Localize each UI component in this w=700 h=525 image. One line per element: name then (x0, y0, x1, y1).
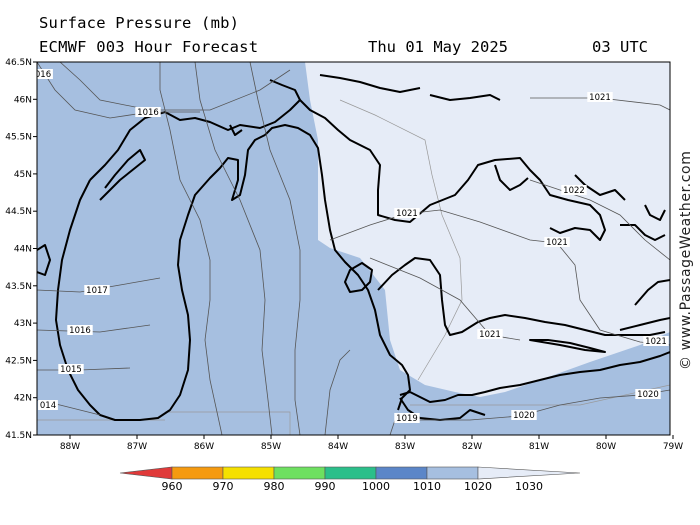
isobar-labels: 1016 1017 1016 1015 014 1019 1020 1020 1021 1022 1… (35, 69, 669, 424)
lon-tick-label: 82W (462, 442, 482, 452)
lon-tick-label: 87W (127, 442, 147, 452)
lon-tick-label: 85W (261, 442, 281, 452)
latitude-axis: 46.5N 46N 45.5N 45N 44.5N 44N 43.5N 43N 42.5N 42N… (5, 58, 37, 441)
legend-swatch (477, 466, 581, 480)
lat-tick-label: 45.5N (5, 133, 32, 143)
lat-tick-label: 42.5N (5, 356, 32, 366)
legend-swatch (222, 466, 275, 480)
lon-tick-label: 83W (395, 442, 415, 452)
isobar-label: 1021 (589, 93, 611, 103)
lon-tick-label: 86W (194, 442, 214, 452)
isobar-label-bg (394, 413, 420, 423)
legend-swatch (375, 466, 428, 480)
legend-value-label: 1010 (413, 480, 441, 493)
lat-tick-label: 43.5N (5, 282, 32, 292)
lon-tick-label: 79W (663, 442, 683, 452)
legend-swatch (119, 466, 173, 480)
pressure-legend: 960 970 980 990 1000 1010 1020 1030 (119, 466, 581, 493)
isobar-label: 1020 (513, 411, 535, 421)
isobar-label-bg (84, 285, 110, 295)
isobar-label-bg (561, 185, 587, 195)
isobar-label: 1022 (563, 186, 585, 196)
lat-tick-label: 44.5N (5, 207, 32, 217)
credit-text: © www.PassageWeather.com (678, 150, 694, 370)
isobar-label-bg (544, 237, 570, 247)
legend-value-label: 980 (264, 480, 285, 493)
isobar-label: 1019 (396, 414, 418, 424)
legend-value-label: 990 (315, 480, 336, 493)
legend-value-label: 960 (162, 480, 183, 493)
lat-tick-label: 41.5N (5, 431, 32, 441)
legend-value-label: 970 (213, 480, 234, 493)
lat-tick-label: 43N (14, 319, 32, 329)
legend-swatch (324, 466, 377, 480)
lon-tick-label: 84W (328, 442, 348, 452)
isobar-label-bg (643, 336, 669, 346)
isobar-label-bg (135, 107, 161, 117)
isobar-label: 1021 (396, 209, 418, 219)
map-title: Surface Pressure (mb) (39, 14, 240, 32)
isobar-label: 1016 (69, 326, 91, 336)
isobar-label: 1015 (60, 365, 82, 375)
forecast-time: 03 UTC (592, 38, 648, 56)
lon-tick-label: 81W (529, 442, 549, 452)
isobar-label-bg (635, 389, 661, 399)
isobar-label: 1021 (479, 330, 501, 340)
isobar-label-bg (37, 69, 53, 79)
isobar-label: 1016 (137, 108, 159, 118)
isobar-label: 1021 (645, 337, 667, 347)
lat-tick-label: 44N (14, 245, 32, 255)
forecast-date: Thu 01 May 2025 (368, 38, 508, 56)
isobar-label: 1021 (546, 238, 568, 248)
lat-tick-label: 42N (14, 394, 32, 404)
isobar-label: 1017 (86, 286, 108, 296)
isobar-label-bg (511, 410, 537, 420)
lat-tick-label: 46N (14, 95, 32, 105)
legend-swatch (426, 466, 479, 480)
pressure-band-1020 (305, 62, 670, 397)
isobar-label-bg (587, 92, 613, 102)
isobar-label-bg (67, 325, 93, 335)
isobar-label-bg (477, 329, 503, 339)
lon-tick-label: 88W (60, 442, 80, 452)
map-subtitle: ECMWF 003 Hour Forecast (39, 38, 259, 56)
lon-tick-label: 80W (596, 442, 616, 452)
legend-value-label: 1030 (515, 480, 543, 493)
longitude-axis: 88W 87W 86W 85W 84W 83W 82W 81W 80W 79W (60, 435, 683, 452)
legend-swatch (273, 466, 326, 480)
legend-swatch (171, 466, 224, 480)
isobar-label: 016 (35, 70, 51, 80)
lat-tick-label: 45N (14, 170, 32, 180)
lat-tick-label: 46.5N (5, 58, 32, 68)
isobar-label: 014 (40, 401, 56, 411)
isobar-label-bg (38, 400, 58, 410)
isobar-label-bg (394, 208, 420, 218)
isobar-label: 1020 (637, 390, 659, 400)
isobar-label-bg (58, 364, 84, 374)
legend-value-label: 1020 (464, 480, 492, 493)
legend-value-label: 1000 (362, 480, 390, 493)
